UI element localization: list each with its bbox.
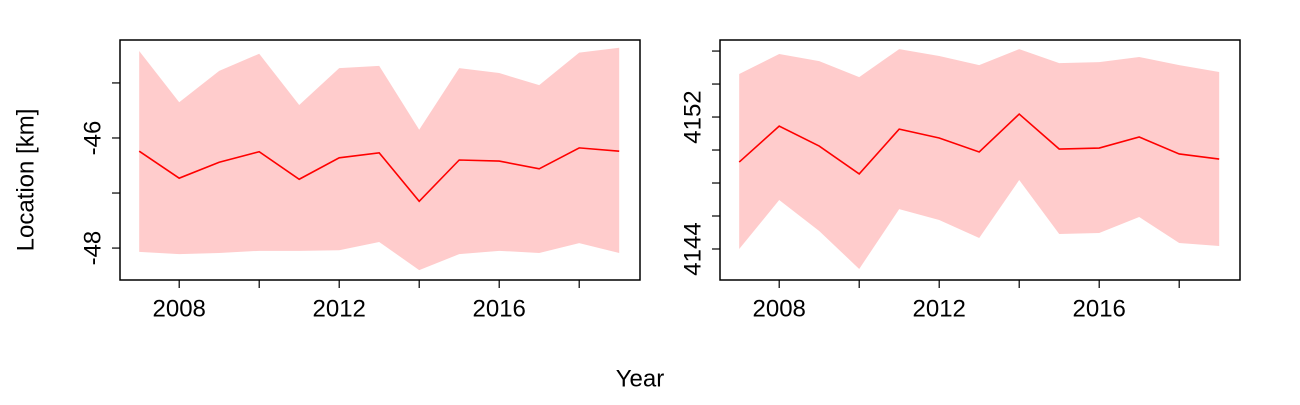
line	[138, 147, 620, 203]
x-axis-label: Year	[616, 365, 665, 392]
confidence-band	[739, 49, 1220, 269]
x-tick-label: 2016	[473, 295, 526, 322]
plot-frame	[119, 39, 641, 281]
y-tick-label: 4152	[679, 90, 706, 143]
line	[738, 112, 1220, 176]
x-tick-label: 2008	[753, 295, 806, 322]
plot-frame	[719, 39, 1241, 281]
y-tick-label: -46	[79, 121, 106, 156]
confidence-band	[139, 47, 620, 271]
x-tick-label: 2012	[913, 295, 966, 322]
y-axis-label: Location [km]	[12, 109, 39, 252]
x-tick-label: 2012	[313, 295, 366, 322]
x-tick-label: 2016	[1073, 295, 1126, 322]
y-tick-label: -48	[79, 231, 106, 266]
y-tick-label: 4144	[679, 222, 706, 275]
x-tick-label: 2008	[153, 295, 206, 322]
